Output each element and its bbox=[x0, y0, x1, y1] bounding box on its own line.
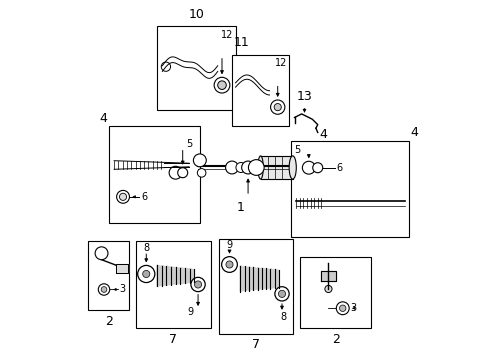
Circle shape bbox=[217, 81, 226, 89]
Bar bbox=[299, 257, 370, 328]
Text: 2: 2 bbox=[105, 315, 113, 328]
Polygon shape bbox=[240, 266, 244, 292]
Text: 1: 1 bbox=[237, 202, 244, 215]
Circle shape bbox=[225, 261, 233, 268]
Polygon shape bbox=[320, 271, 336, 281]
Circle shape bbox=[339, 305, 345, 311]
Polygon shape bbox=[157, 265, 162, 287]
Bar bbox=[108, 126, 200, 223]
Circle shape bbox=[197, 168, 205, 177]
Polygon shape bbox=[265, 269, 270, 289]
Text: 12: 12 bbox=[274, 58, 287, 68]
Circle shape bbox=[225, 161, 238, 174]
Circle shape bbox=[116, 190, 129, 203]
Text: 5: 5 bbox=[294, 145, 300, 156]
Circle shape bbox=[336, 302, 348, 315]
Polygon shape bbox=[244, 266, 248, 291]
Circle shape bbox=[324, 285, 331, 293]
Circle shape bbox=[142, 270, 149, 278]
Circle shape bbox=[95, 247, 108, 260]
Text: 4: 4 bbox=[319, 128, 327, 141]
Polygon shape bbox=[180, 268, 185, 284]
Circle shape bbox=[138, 265, 155, 283]
Bar bbox=[219, 239, 292, 334]
Text: 6: 6 bbox=[141, 192, 147, 202]
Circle shape bbox=[193, 154, 206, 167]
Text: 13: 13 bbox=[296, 90, 312, 103]
Circle shape bbox=[119, 193, 126, 201]
Polygon shape bbox=[253, 267, 257, 290]
Circle shape bbox=[214, 77, 229, 93]
Text: 9: 9 bbox=[226, 240, 232, 249]
Bar bbox=[157, 26, 235, 111]
Circle shape bbox=[221, 257, 237, 273]
Polygon shape bbox=[260, 156, 292, 179]
Text: 3: 3 bbox=[120, 284, 125, 294]
Circle shape bbox=[241, 161, 254, 174]
Circle shape bbox=[101, 287, 107, 292]
Bar bbox=[88, 241, 129, 310]
Polygon shape bbox=[171, 267, 175, 285]
Text: 8: 8 bbox=[280, 311, 286, 321]
Polygon shape bbox=[270, 269, 274, 289]
Text: 8: 8 bbox=[143, 243, 149, 253]
Text: 6: 6 bbox=[336, 163, 342, 173]
Polygon shape bbox=[185, 268, 189, 283]
Text: 4: 4 bbox=[99, 112, 107, 125]
Text: 12: 12 bbox=[221, 30, 233, 40]
Bar bbox=[290, 141, 408, 237]
Polygon shape bbox=[274, 269, 279, 288]
Circle shape bbox=[274, 104, 281, 111]
Text: 3: 3 bbox=[350, 303, 356, 313]
Polygon shape bbox=[115, 264, 128, 273]
Circle shape bbox=[312, 163, 322, 173]
Text: 9: 9 bbox=[187, 307, 194, 318]
Circle shape bbox=[274, 287, 288, 301]
Ellipse shape bbox=[288, 156, 296, 179]
Text: 7: 7 bbox=[252, 338, 260, 351]
Text: 7: 7 bbox=[169, 333, 177, 346]
Polygon shape bbox=[261, 268, 265, 289]
Polygon shape bbox=[166, 266, 171, 285]
Polygon shape bbox=[248, 267, 253, 291]
Circle shape bbox=[235, 162, 245, 172]
Bar bbox=[231, 55, 288, 126]
Circle shape bbox=[169, 166, 182, 179]
Circle shape bbox=[98, 284, 109, 295]
Text: 10: 10 bbox=[188, 8, 204, 21]
Circle shape bbox=[177, 168, 187, 178]
Text: 4: 4 bbox=[410, 126, 418, 139]
Text: 11: 11 bbox=[233, 36, 249, 49]
Bar bbox=[135, 241, 210, 328]
Circle shape bbox=[194, 281, 201, 288]
Circle shape bbox=[270, 100, 285, 114]
Ellipse shape bbox=[257, 156, 263, 179]
Circle shape bbox=[161, 62, 170, 71]
Polygon shape bbox=[257, 267, 261, 290]
Text: 2: 2 bbox=[331, 333, 339, 346]
Polygon shape bbox=[175, 267, 180, 284]
Circle shape bbox=[248, 159, 264, 175]
Circle shape bbox=[190, 277, 205, 292]
Polygon shape bbox=[189, 269, 194, 283]
Text: 5: 5 bbox=[185, 139, 192, 149]
Circle shape bbox=[302, 161, 315, 174]
Circle shape bbox=[278, 290, 285, 297]
Polygon shape bbox=[162, 266, 166, 286]
